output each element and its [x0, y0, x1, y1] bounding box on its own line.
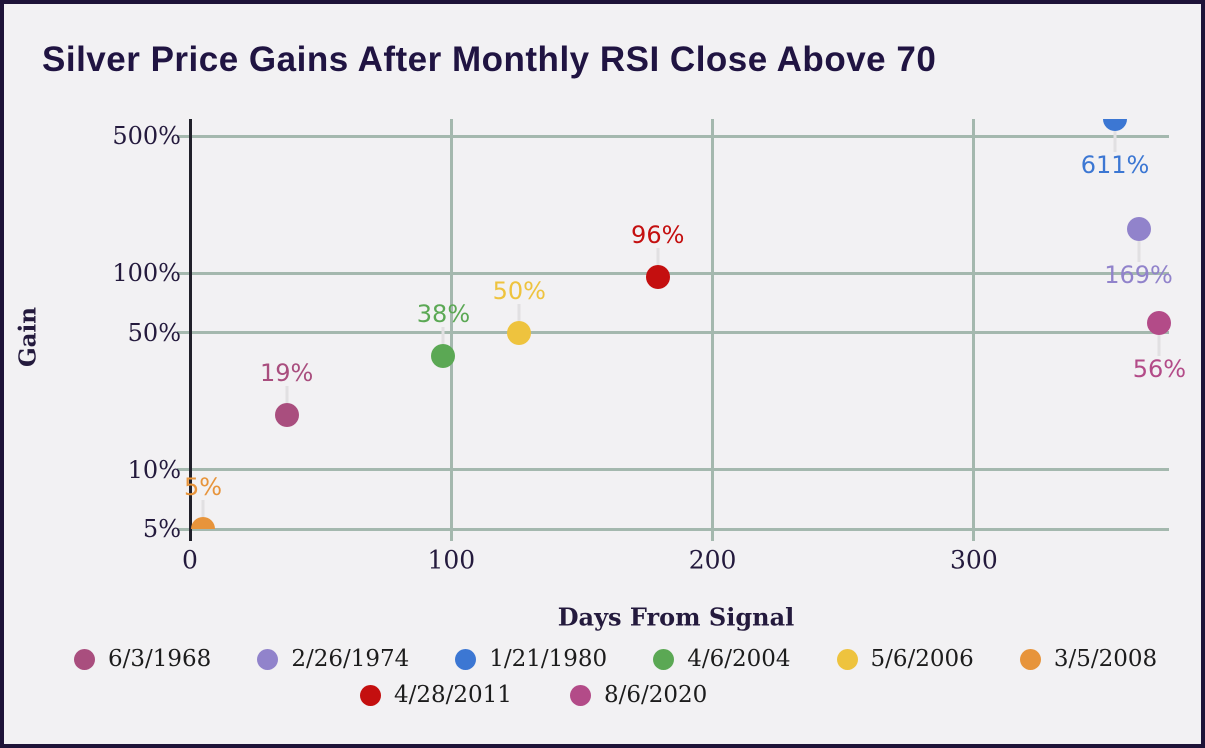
leader-line	[656, 247, 660, 265]
legend-label: 4/28/2011	[394, 682, 512, 708]
legend-row: 4/28/2011 8/6/2020	[4, 682, 1201, 708]
x-tick-label: 100	[427, 545, 476, 575]
leader-line	[1157, 334, 1161, 356]
data-point-3-5-2008[interactable]	[191, 517, 216, 529]
data-point-layer	[178, 119, 1176, 529]
gridline-y-100	[177, 271, 1169, 275]
legend-item-2-26-1974[interactable]: 2/26/1974	[257, 646, 409, 672]
leader-line	[1113, 130, 1117, 152]
legend-item-8-6-2020[interactable]: 8/6/2020	[569, 682, 708, 708]
legend-marker-icon	[360, 684, 381, 706]
data-point-2-26-1974[interactable]	[1126, 216, 1151, 241]
legend-marker-icon	[455, 648, 477, 670]
legend-marker-icon	[257, 648, 279, 670]
legend-marker-icon	[653, 648, 675, 670]
legend-row: 6/3/1968 2/26/1974 1/21/1980 4/6/2004 5/6/20…	[4, 646, 1201, 672]
plot-area: 5% 10% 50% 100% 500% 0 100 200 300	[4, 4, 1201, 744]
data-point-5-6-2006[interactable]	[507, 320, 532, 345]
y-tick-label: 5%	[142, 515, 181, 543]
y-axis-line	[188, 119, 192, 541]
gridline-x-100	[449, 119, 453, 541]
gridline-y-5	[177, 527, 1169, 531]
data-point-label: 38%	[416, 299, 471, 328]
chart-title: Silver Price Gains After Monthly RSI Clo…	[42, 40, 937, 79]
x-tick-label: 300	[950, 545, 998, 575]
y-tick-label: 100%	[112, 259, 181, 288]
legend-marker-icon	[1019, 648, 1041, 670]
data-point-1-21-1980[interactable]	[1103, 119, 1127, 131]
data-point-4-6-2004[interactable]	[431, 343, 456, 368]
legend-item-6-3-1968[interactable]: 6/3/1968	[74, 646, 211, 672]
y-tick-label: 500%	[112, 122, 181, 150]
gridline-x-300	[972, 119, 976, 541]
legend-label: 5/6/2006	[870, 646, 974, 672]
legend-marker-icon	[836, 648, 858, 670]
legend-label: 1/21/1980	[489, 646, 608, 672]
legend-item-4-6-2004[interactable]: 4/6/2004	[653, 646, 791, 672]
leader-line	[285, 386, 289, 404]
data-point-label: 611%	[1080, 150, 1150, 179]
x-axis-title: Days From Signal	[557, 602, 795, 632]
legend-item-1-21-1980[interactable]: 1/21/1980	[455, 646, 607, 672]
leader-line	[1137, 240, 1141, 262]
data-point-4-28-2011[interactable]	[645, 264, 670, 289]
y-tick-label: 10%	[127, 455, 181, 484]
leader-line	[517, 303, 521, 321]
legend-label: 3/5/2008	[1053, 646, 1158, 672]
gridline-y-10	[177, 468, 1169, 472]
data-point-label: 96%	[631, 220, 685, 249]
gridline-x-200	[711, 119, 715, 541]
legend-marker-icon	[74, 648, 95, 670]
data-label-layer: 19% 169% 611% 38% 50% 5% 96% 56%	[4, 4, 1201, 744]
x-tick-label: 0	[182, 545, 198, 575]
data-point-8-6-2020[interactable]	[1147, 310, 1172, 335]
legend-item-5-6-2006[interactable]: 5/6/2006	[836, 646, 974, 672]
gridline-y-500	[177, 134, 1169, 138]
legend-label: 8/6/2020	[603, 682, 708, 708]
leader-line	[441, 326, 445, 344]
gridline-y-50	[177, 331, 1169, 334]
legend-item-3-5-2008[interactable]: 3/5/2008	[1019, 646, 1158, 672]
leader-line	[201, 500, 205, 517]
data-point-label: 56%	[1132, 354, 1187, 383]
legend: 6/3/1968 2/26/1974 1/21/1980 4/6/2004 5/6/20…	[4, 646, 1201, 718]
data-point-label: 50%	[492, 276, 546, 305]
data-point-label: 19%	[260, 359, 314, 388]
y-axis-title: Gain	[14, 306, 42, 368]
legend-item-4-28-2011[interactable]: 4/28/2011	[360, 682, 512, 708]
legend-label: 6/3/1968	[108, 646, 212, 672]
legend-label: 4/6/2004	[687, 646, 791, 672]
data-point-6-3-1968[interactable]	[274, 403, 299, 428]
y-tick-label: 50%	[127, 318, 181, 347]
data-point-label: 169%	[1104, 260, 1173, 289]
legend-marker-icon	[569, 684, 591, 706]
legend-label: 2/26/1974	[291, 646, 410, 672]
data-point-label: 5%	[184, 473, 223, 501]
x-tick-label: 200	[688, 545, 737, 575]
